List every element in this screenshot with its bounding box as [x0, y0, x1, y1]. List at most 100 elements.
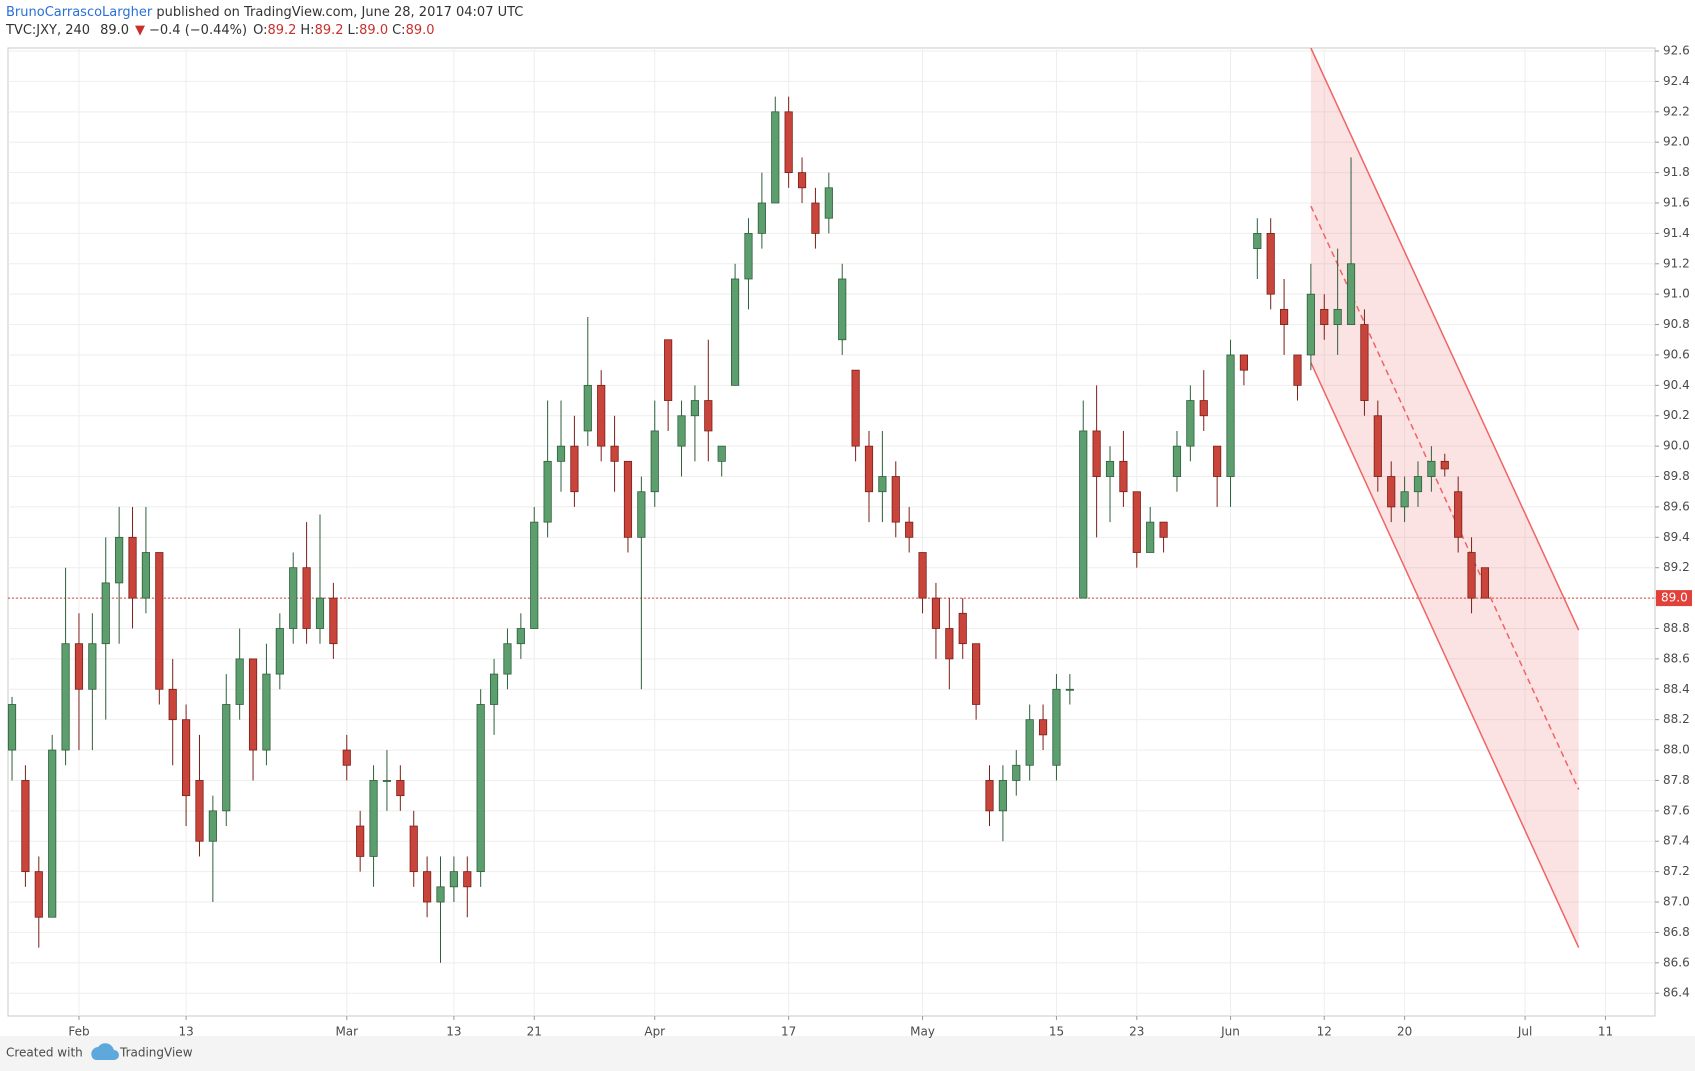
candle-body: [1239, 354, 1249, 371]
candle-body: [1480, 567, 1490, 599]
candle-body: [1065, 688, 1074, 691]
candle-body: [1373, 415, 1382, 477]
candle-body: [329, 597, 338, 645]
candle-body: [141, 552, 151, 599]
y-tick-label: 88.4: [1663, 682, 1690, 696]
candle-body: [302, 567, 311, 629]
y-tick-label: 87.4: [1663, 834, 1690, 848]
candle-body: [570, 445, 579, 493]
x-tick-label: 12: [1317, 1025, 1332, 1039]
x-tick-label: 13: [446, 1025, 461, 1039]
candle-body: [423, 871, 432, 903]
y-tick-label: 92.4: [1663, 74, 1690, 88]
candle-body: [275, 628, 284, 675]
candle-body: [463, 871, 472, 888]
ohlc-value: 89.2: [315, 23, 344, 38]
published: published on TradingView.com, June 28, 2…: [156, 5, 523, 20]
candle-body: [905, 521, 914, 538]
price: 89.0: [100, 23, 129, 38]
candle-body: [235, 658, 244, 705]
candle-body: [168, 688, 177, 721]
candle-body: [1105, 460, 1115, 477]
candle-body: [1413, 476, 1423, 493]
candle-body: [1025, 719, 1034, 766]
candle-body: [985, 780, 994, 812]
candle-body: [195, 780, 204, 842]
ohlc-value: 89.0: [359, 23, 388, 38]
candle-body: [34, 871, 43, 918]
candle-body: [717, 445, 726, 462]
header-line-1: BrunoCarrascoLargher published on Tradin…: [6, 5, 523, 20]
y-tick-label: 91.4: [1663, 226, 1690, 240]
candle-body: [1280, 308, 1289, 325]
y-tick-label: 87.8: [1663, 773, 1690, 787]
candle-body: [61, 643, 70, 751]
footer-brand[interactable]: TradingView: [119, 1046, 193, 1060]
candle-body: [1226, 354, 1235, 477]
y-tick-label: 86.8: [1663, 925, 1690, 939]
candle-body: [1467, 552, 1476, 599]
candle-body: [7, 704, 17, 751]
candle-body: [543, 460, 552, 523]
channel-middle: [1310, 205, 1580, 790]
y-tick-label: 90.8: [1663, 317, 1690, 331]
candle-body: [650, 430, 659, 493]
y-tick-label: 89.6: [1663, 499, 1690, 513]
x-tick-label: 23: [1129, 1025, 1144, 1039]
candle-body: [878, 476, 887, 493]
candle-body: [489, 673, 499, 705]
ohlc-value: 89.2: [267, 23, 296, 38]
candle-body: [1079, 430, 1088, 599]
x-tick-label: Jun: [1220, 1025, 1240, 1039]
candle-body: [155, 552, 164, 690]
candle-body: [101, 582, 110, 645]
y-tick-label: 88.8: [1663, 621, 1690, 635]
candle-body: [797, 172, 807, 189]
ohlc-label: C:: [392, 23, 405, 38]
candle-body: [1012, 764, 1021, 781]
candle-body: [356, 825, 365, 857]
candle-body: [945, 628, 954, 660]
candle-body: [623, 460, 633, 538]
candle-body: [757, 202, 766, 234]
y-tick-label: 90.6: [1663, 347, 1690, 361]
candle-body: [382, 780, 392, 782]
candle-body: [530, 521, 539, 629]
candle-body: [222, 704, 231, 812]
candle-body: [864, 445, 874, 493]
plot-frame: [7, 47, 1656, 1017]
candle-body: [1427, 460, 1436, 477]
author[interactable]: BrunoCarrascoLargher: [6, 5, 153, 20]
candle-body: [1119, 460, 1128, 493]
y-tick-label: 89.2: [1663, 560, 1690, 574]
candle-body: [315, 597, 325, 629]
candle-body: [731, 278, 740, 386]
header-line-2: TVC:JXY, 240 89.0 ▼ −0.4 (−0.44%) O:89.2 H:89…: [5, 23, 435, 38]
candle-body: [21, 780, 30, 873]
candle-body: [396, 780, 405, 797]
y-tick-label: 90.2: [1663, 408, 1690, 422]
candle-body: [182, 719, 191, 797]
candle-body: [1132, 491, 1141, 553]
ohlc-value: 89.0: [406, 23, 435, 38]
candle-body: [704, 400, 713, 432]
channel-lower: [1310, 362, 1580, 948]
y-tick-label: 86.6: [1663, 955, 1690, 969]
candle-body: [1266, 232, 1275, 295]
y-tick-label: 90.4: [1663, 378, 1690, 392]
candle-body: [1038, 719, 1048, 736]
candle-body: [931, 597, 941, 629]
ohlc-label: H:: [300, 23, 314, 38]
candle-body: [677, 415, 686, 447]
ohlc: O:89.2 H:89.2 L:89.0 C:89.0: [253, 23, 434, 38]
y-tick-label: 88.0: [1663, 743, 1690, 757]
candle-body: [1213, 445, 1222, 477]
footer-bar: [0, 1036, 1695, 1071]
ohlc-label: O:: [253, 23, 267, 38]
y-tick-label: 87.0: [1663, 895, 1690, 909]
candle-body: [690, 400, 700, 417]
y-tick-label: 88.2: [1663, 712, 1690, 726]
candle-body: [851, 369, 860, 447]
x-tick-label: Feb: [68, 1025, 89, 1039]
candle-body: [1052, 688, 1061, 766]
